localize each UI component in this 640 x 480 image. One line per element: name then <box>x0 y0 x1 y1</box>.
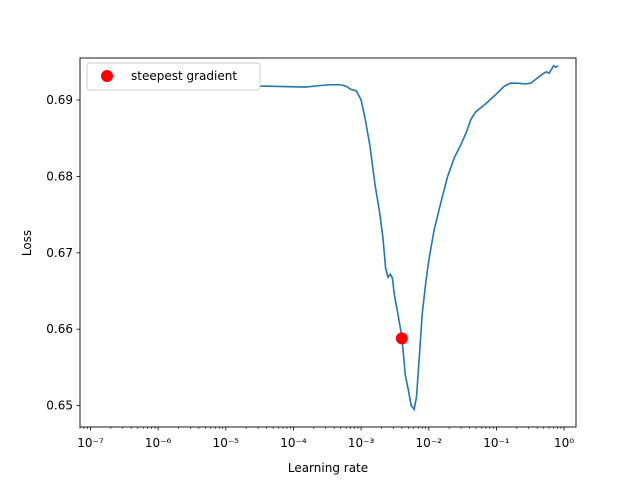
plot-frame <box>79 57 577 428</box>
y-axis-label: Loss <box>20 230 34 256</box>
x-minor-ticks <box>79 427 562 429</box>
x-tick-label: 10⁻⁵ <box>213 436 240 450</box>
y-tick-label: 0.68 <box>46 169 73 183</box>
x-axis-ticks: 10⁻⁷ 10⁻⁶ 10⁻⁵ 10⁻⁴ 10⁻³ 10⁻² 10⁻¹ 10⁰ <box>77 427 574 450</box>
y-tick-label: 0.67 <box>46 246 73 260</box>
legend: steepest gradient <box>86 62 261 91</box>
legend-box <box>86 62 261 91</box>
legend-label: steepest gradient <box>131 69 237 83</box>
x-tick-label: 10⁻⁶ <box>145 436 172 450</box>
legend-marker <box>101 70 113 82</box>
plot-area <box>79 57 577 428</box>
y-tick-label: 0.66 <box>46 322 73 336</box>
loss-curve-line <box>104 64 559 412</box>
x-tick-label: 10⁻³ <box>348 436 375 450</box>
x-axis-label: Learning rate <box>288 461 368 475</box>
x-tick-label: 10⁻⁴ <box>280 436 307 450</box>
x-tick-label: 10⁻² <box>416 436 443 450</box>
y-tick-label: 0.69 <box>46 93 73 107</box>
x-tick-label: 10⁰ <box>554 436 574 450</box>
y-tick-label: 0.65 <box>46 399 73 413</box>
steepest-gradient-point <box>395 332 408 345</box>
x-tick-label: 10⁻⁷ <box>77 436 104 450</box>
x-tick-label: 10⁻¹ <box>483 436 510 450</box>
y-axis-ticks: 0.65 0.66 0.67 0.68 0.69 <box>46 93 80 413</box>
